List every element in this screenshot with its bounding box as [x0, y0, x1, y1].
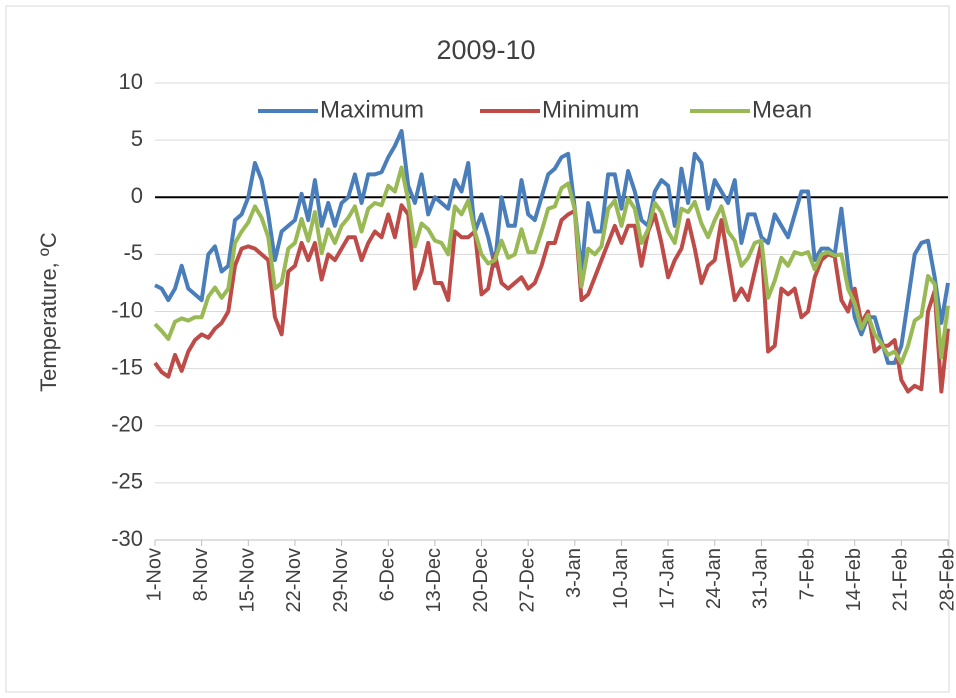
x-tick-label: 14-Feb: [843, 548, 865, 611]
x-tick-label: 31-Jan: [750, 548, 772, 609]
y-tick-label: 5: [131, 126, 143, 151]
legend-label: Minimum: [542, 96, 639, 123]
data-line: [153, 165, 950, 365]
y-tick-label: 10: [119, 69, 143, 94]
x-tick-label: 29-Nov: [330, 548, 352, 612]
x-tick-label: 15-Nov: [237, 548, 259, 612]
x-tick-label: 6-Dec: [377, 548, 399, 601]
chart-title: 2009-10: [436, 35, 535, 65]
x-tick-label: 13-Dec: [423, 548, 445, 612]
x-tick-label: 28-Feb: [936, 548, 956, 611]
y-tick-label: -5: [123, 240, 143, 265]
x-tick-label: 10-Jan: [610, 548, 632, 609]
x-tick-label: 1-Nov: [143, 548, 165, 601]
x-tick-label: 7-Feb: [796, 548, 818, 600]
y-tick-label: 0: [131, 183, 143, 208]
legend-label: Maximum: [320, 96, 424, 123]
x-tick-label: 20-Dec: [470, 548, 492, 612]
x-tick-label: 27-Dec: [516, 548, 538, 612]
x-tick-label: 21-Feb: [890, 548, 912, 611]
y-tick-label: -15: [111, 354, 143, 379]
data-line: [153, 203, 950, 394]
data-line: [154, 128, 950, 365]
y-tick-label: -30: [111, 526, 143, 551]
y-tick-label: -25: [111, 469, 143, 494]
y-tick-label: -20: [111, 412, 143, 437]
x-tick-label: 3-Jan: [563, 548, 585, 598]
x-tick-label: 8-Nov: [190, 548, 212, 601]
legend-label: Mean: [752, 96, 812, 123]
x-tick-label: 24-Jan: [703, 548, 725, 609]
x-tick-label: 17-Jan: [656, 548, 678, 609]
x-tick-label: 22-Nov: [283, 548, 305, 612]
chart-frame: [5, 5, 950, 693]
y-axis-label: Temperature, ºC: [36, 232, 61, 392]
y-tick-label: -10: [111, 297, 143, 322]
